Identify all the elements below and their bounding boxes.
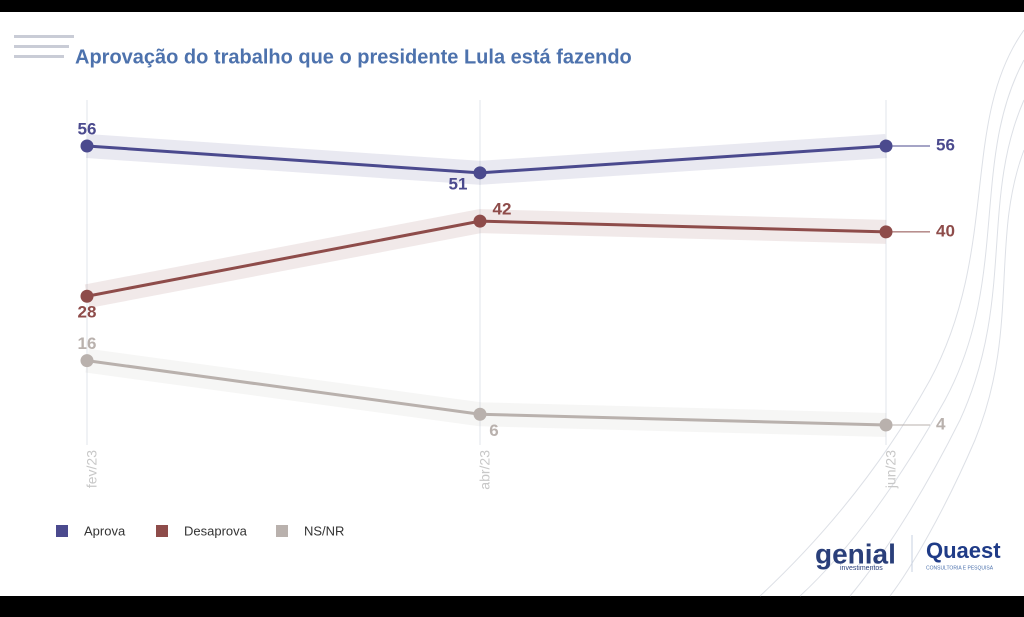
legend-label: Desaprova bbox=[184, 523, 248, 538]
data-label: 56 bbox=[936, 135, 955, 154]
chart-title: Aprovação do trabalho que o presidente L… bbox=[75, 46, 632, 68]
data-point bbox=[80, 139, 94, 153]
legend-swatch bbox=[56, 525, 68, 537]
data-label: 4 bbox=[936, 414, 946, 433]
data-point bbox=[473, 407, 487, 421]
decor-waves bbox=[759, 29, 1024, 597]
logo-quaest-sub: CONSULTORIA E PESQUISA bbox=[926, 565, 994, 571]
x-tick-label: abr/23 bbox=[477, 450, 493, 490]
data-point bbox=[473, 166, 487, 180]
legend-label: NS/NR bbox=[304, 523, 344, 538]
logo-genial: genial bbox=[815, 538, 896, 569]
background bbox=[0, 12, 1024, 596]
logo-quaest: Quaest bbox=[926, 538, 1001, 563]
data-label: 16 bbox=[78, 334, 97, 353]
logo-genial-sub: investimentos bbox=[840, 565, 883, 572]
x-tick-label: jun/23 bbox=[883, 450, 899, 489]
data-label: 51 bbox=[449, 174, 468, 193]
data-label: 28 bbox=[78, 303, 97, 322]
decor-icon bbox=[14, 35, 74, 58]
data-label: 56 bbox=[78, 119, 97, 138]
legend-label: Aprova bbox=[84, 523, 126, 538]
data-point bbox=[473, 214, 487, 228]
legend-swatch bbox=[276, 525, 288, 537]
data-label: 6 bbox=[489, 421, 498, 440]
legend-swatch bbox=[156, 525, 168, 537]
x-tick-label: fev/23 bbox=[84, 450, 100, 488]
data-label: 40 bbox=[936, 221, 955, 240]
data-point bbox=[80, 289, 94, 303]
data-label: 42 bbox=[493, 200, 512, 219]
data-point bbox=[80, 354, 94, 368]
